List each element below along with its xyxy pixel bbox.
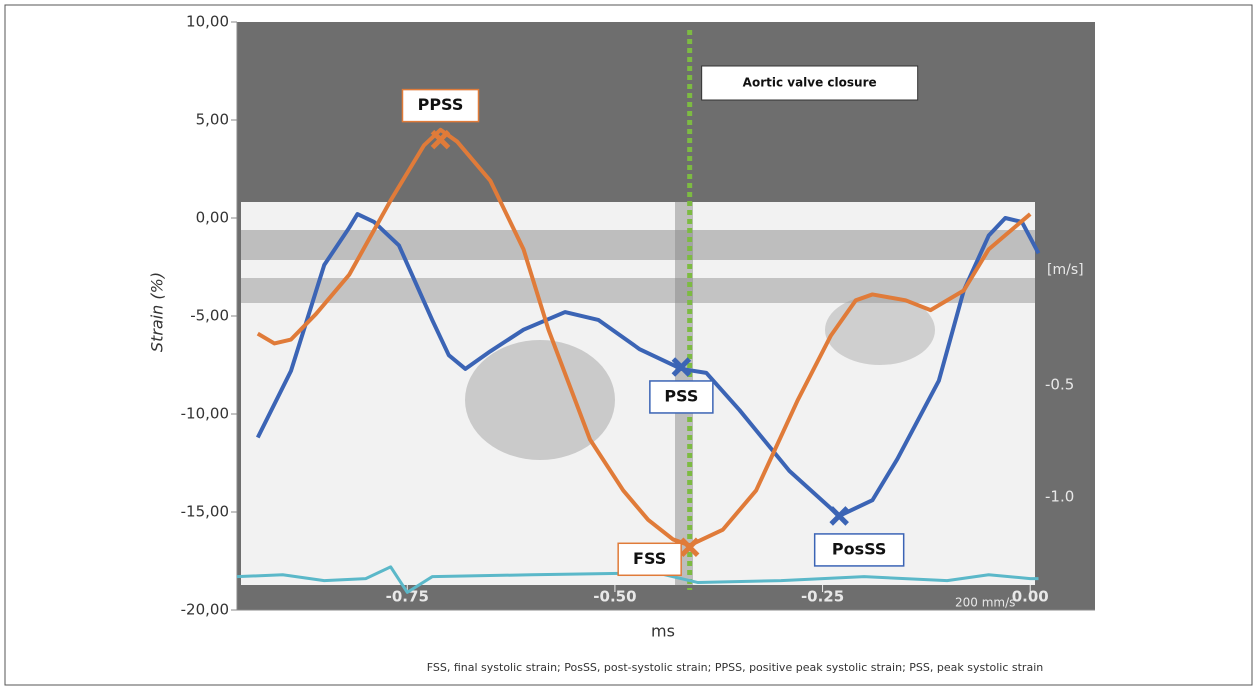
y-tick-label: -15,00 (181, 503, 229, 521)
caption: FSS, final systolic strain; PosSS, post-… (427, 661, 1044, 674)
x-axis-label: ms (651, 622, 675, 641)
y-tick-label: -10,00 (181, 405, 229, 423)
doppler-image (237, 22, 1095, 610)
y-axis-label: Strain (%) (148, 272, 167, 352)
y-tick-label: 0,00 (196, 209, 229, 227)
x-tick-label: -0.25 (801, 588, 844, 606)
y-tick-label: -20,00 (181, 601, 229, 619)
image-label: -1.0 (1045, 488, 1074, 506)
annotation-label: PosSS (832, 539, 887, 558)
figure: ms Strain (%) FSS, final systolic strain… (0, 0, 1258, 691)
annotation-label: PSS (664, 386, 698, 405)
image-label: 200 mm/s (955, 596, 1015, 610)
y-tick-label: 5,00 (196, 111, 229, 129)
event-label: Aortic valve closure (743, 76, 877, 90)
annotation-label: PPSS (418, 95, 464, 114)
image-label: -0.5 (1045, 376, 1074, 394)
x-tick-label: 0.00 (1012, 588, 1049, 606)
image-label: [m/s] (1047, 262, 1084, 278)
y-tick-label: 10,00 (186, 13, 229, 31)
x-tick-label: -0.50 (593, 588, 636, 606)
annotation-label: FSS (633, 549, 666, 568)
y-tick-label: -5,00 (190, 307, 229, 325)
